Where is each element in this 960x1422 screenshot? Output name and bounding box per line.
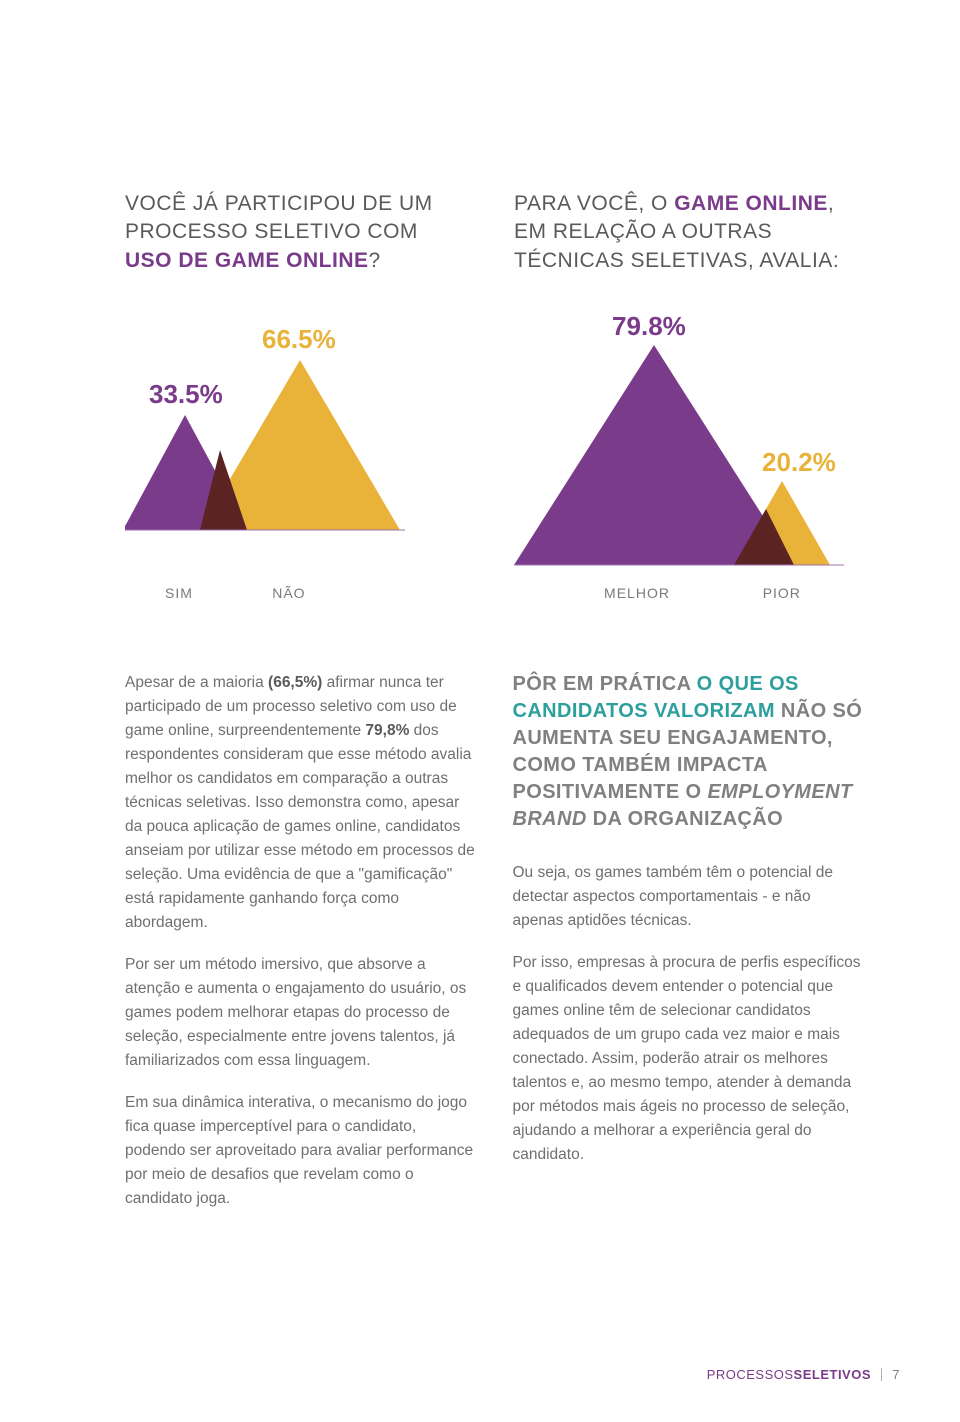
axis-label: SIM — [125, 585, 246, 601]
axis-label: NÃO — [246, 585, 444, 601]
triangle-chart-left: 33.5% 66.5% — [125, 305, 444, 575]
chart-question-left: VOCÊ JÁ PARTICIPOU DE UM PROCESSO SELETI… — [125, 190, 444, 275]
axis-label: MELHOR — [514, 585, 753, 601]
body-paragraph: Em sua dinâmica interativa, o mecanismo … — [125, 1091, 478, 1211]
footer-page-number: 7 — [892, 1367, 900, 1382]
q-text: PARA VOCÊ, O — [514, 192, 674, 215]
chart-question-right: PARA VOCÊ, O GAME ONLINE, EM RELAÇÃO A O… — [514, 190, 865, 275]
pct-label-pior: 20.2% — [762, 447, 836, 478]
footer-light: PROCESSOS — [707, 1367, 794, 1382]
chart-evaluation: PARA VOCÊ, O GAME ONLINE, EM RELAÇÃO A O… — [514, 190, 865, 601]
body-paragraph: Apesar de a maioria (66,5%) afirmar nunc… — [125, 671, 478, 935]
body-paragraph: Por isso, empresas à procura de perfis e… — [513, 951, 866, 1167]
axis-labels-right: MELHOR PIOR — [514, 585, 865, 601]
q-highlight: USO DE GAME ONLINE — [125, 249, 369, 272]
q-text: VOCÊ JÁ PARTICIPOU DE UM PROCESSO SELETI… — [125, 192, 433, 243]
footer-separator — [881, 1368, 882, 1381]
footer-bold: SELETIVOS — [794, 1367, 871, 1382]
pct-label-nao: 66.5% — [262, 324, 336, 355]
body-paragraph: Ou seja, os games também têm o potencial… — [513, 861, 866, 933]
chart-participation: VOCÊ JÁ PARTICIPOU DE UM PROCESSO SELETI… — [125, 190, 444, 601]
callout-quote: PÔR EM PRÁTICA O QUE OS CANDIDATOS VALOR… — [513, 671, 866, 833]
pct-label-sim: 33.5% — [149, 379, 223, 410]
page-footer: PROCESSOSSELETIVOS 7 — [707, 1367, 900, 1382]
axis-labels-left: SIM NÃO — [125, 585, 444, 601]
triangle-chart-right: 79.8% 20.2% — [514, 305, 865, 575]
q-text: ? — [369, 249, 381, 272]
body-paragraph: Por ser um método imersivo, que absorve … — [125, 953, 478, 1073]
q-highlight: GAME ONLINE — [674, 192, 828, 215]
body-column-right: PÔR EM PRÁTICA O QUE OS CANDIDATOS VALOR… — [513, 671, 866, 1229]
body-column-left: Apesar de a maioria (66,5%) afirmar nunc… — [125, 671, 478, 1229]
axis-label: PIOR — [753, 585, 865, 601]
pct-label-melhor: 79.8% — [612, 311, 686, 342]
